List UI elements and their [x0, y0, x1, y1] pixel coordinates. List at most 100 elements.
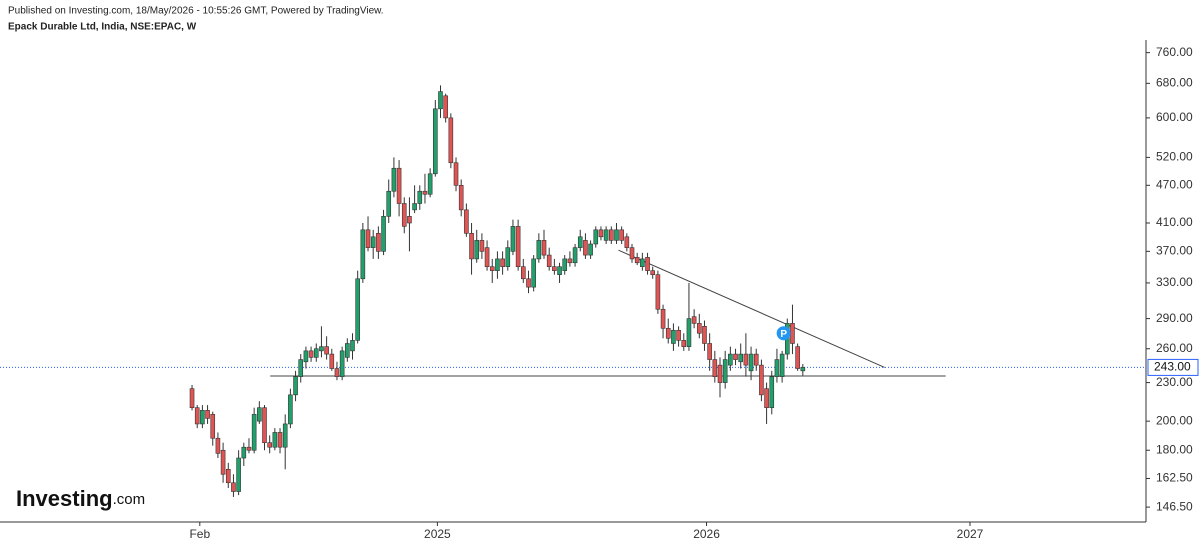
candle-body — [474, 240, 480, 260]
y-tick-label: 680.00 — [1156, 76, 1193, 90]
candle-body — [567, 258, 573, 264]
candle-body — [365, 229, 371, 248]
candle-body — [417, 190, 423, 204]
candle-body — [386, 190, 392, 217]
candle-body — [443, 95, 448, 119]
candle-body — [381, 216, 386, 252]
candle-body — [748, 353, 754, 372]
candle-body — [210, 414, 216, 439]
candle-body — [293, 376, 298, 396]
candle-body — [764, 388, 769, 408]
event-marker — [776, 326, 791, 341]
candle-body — [427, 173, 433, 195]
last-price-label: 243.00 — [1154, 360, 1191, 374]
candle-body — [458, 185, 464, 211]
candle-body — [515, 226, 521, 267]
y-tick-label: 290.00 — [1156, 311, 1193, 325]
candle-body — [577, 236, 583, 248]
candle-body — [236, 457, 241, 492]
candle-body — [401, 203, 407, 227]
candle-body — [225, 468, 231, 484]
candle-body — [588, 243, 593, 256]
candle-body — [753, 353, 759, 366]
y-tick-label: 410.00 — [1156, 215, 1193, 229]
candle-body — [572, 247, 578, 264]
candle-body — [200, 410, 205, 425]
candle-body — [774, 359, 780, 377]
candle-body — [779, 353, 785, 377]
candle-body — [350, 340, 355, 352]
candle-body — [453, 162, 459, 186]
candle-body — [733, 353, 738, 360]
candle-body — [660, 308, 666, 329]
candle-body — [267, 442, 272, 448]
candle-body — [277, 432, 283, 448]
candle-body — [438, 91, 443, 110]
candle-body — [495, 258, 500, 271]
candle-body — [334, 368, 340, 377]
candle-body — [640, 258, 645, 267]
candle-body — [396, 167, 402, 204]
candle-body — [391, 167, 397, 192]
candle-body — [546, 254, 552, 267]
candle-body — [407, 216, 412, 224]
candle-body — [500, 258, 505, 267]
candle-body — [598, 229, 604, 238]
candle-body — [288, 394, 293, 425]
candle-body — [743, 353, 749, 366]
y-tick-label: 230.00 — [1156, 375, 1193, 389]
candle-body — [609, 229, 614, 241]
candle-body — [795, 346, 800, 369]
candle-body — [205, 410, 210, 419]
candle-body — [645, 257, 650, 271]
candle-body — [215, 437, 221, 454]
y-tick-label: 162.50 — [1156, 471, 1193, 485]
candle-body — [552, 266, 557, 271]
candle-body — [360, 229, 366, 280]
candle-body — [422, 190, 428, 195]
candle-body — [220, 449, 226, 475]
candle-body — [339, 350, 345, 377]
last-price-box — [1147, 358, 1199, 376]
event-marker-label: P — [780, 329, 787, 340]
candle-body — [707, 343, 712, 360]
candle-body — [603, 229, 609, 241]
candle-body — [433, 108, 438, 175]
candle-body — [272, 432, 278, 448]
y-tick-label: 146.50 — [1156, 499, 1193, 513]
candle-body — [189, 388, 195, 408]
x-tick-label: 2025 — [424, 527, 451, 541]
candle-body — [790, 323, 795, 344]
candle-body — [769, 376, 775, 408]
candle-body — [619, 229, 624, 241]
candle-body — [464, 209, 469, 234]
candle-body — [521, 266, 526, 280]
candle-body — [412, 203, 417, 211]
candle-body — [479, 240, 485, 252]
candle-body — [634, 257, 640, 264]
candle-body — [324, 346, 329, 355]
candle-body — [686, 318, 692, 347]
chart-title: Epack Durable Ltd, India, NSE:EPAC, W — [8, 22, 197, 33]
candle-body — [671, 329, 676, 344]
candle-body — [593, 229, 599, 245]
y-tick-label: 520.00 — [1156, 150, 1193, 164]
candle-body — [194, 407, 200, 425]
candle-body — [562, 258, 568, 271]
candle-body — [702, 326, 707, 344]
y-tick-label: 370.00 — [1156, 244, 1193, 258]
candle-body — [262, 407, 267, 443]
candle-body — [246, 446, 252, 451]
candle-body — [298, 359, 304, 377]
candle-body — [526, 278, 531, 288]
candle-body — [728, 353, 733, 366]
candle-body — [722, 359, 728, 383]
candle-body — [650, 270, 656, 275]
candle-body — [370, 236, 376, 248]
candle-body — [510, 226, 516, 252]
candle-body — [541, 240, 547, 256]
candle-body — [665, 327, 671, 339]
candle-body — [313, 348, 319, 358]
candle-body — [696, 323, 702, 334]
